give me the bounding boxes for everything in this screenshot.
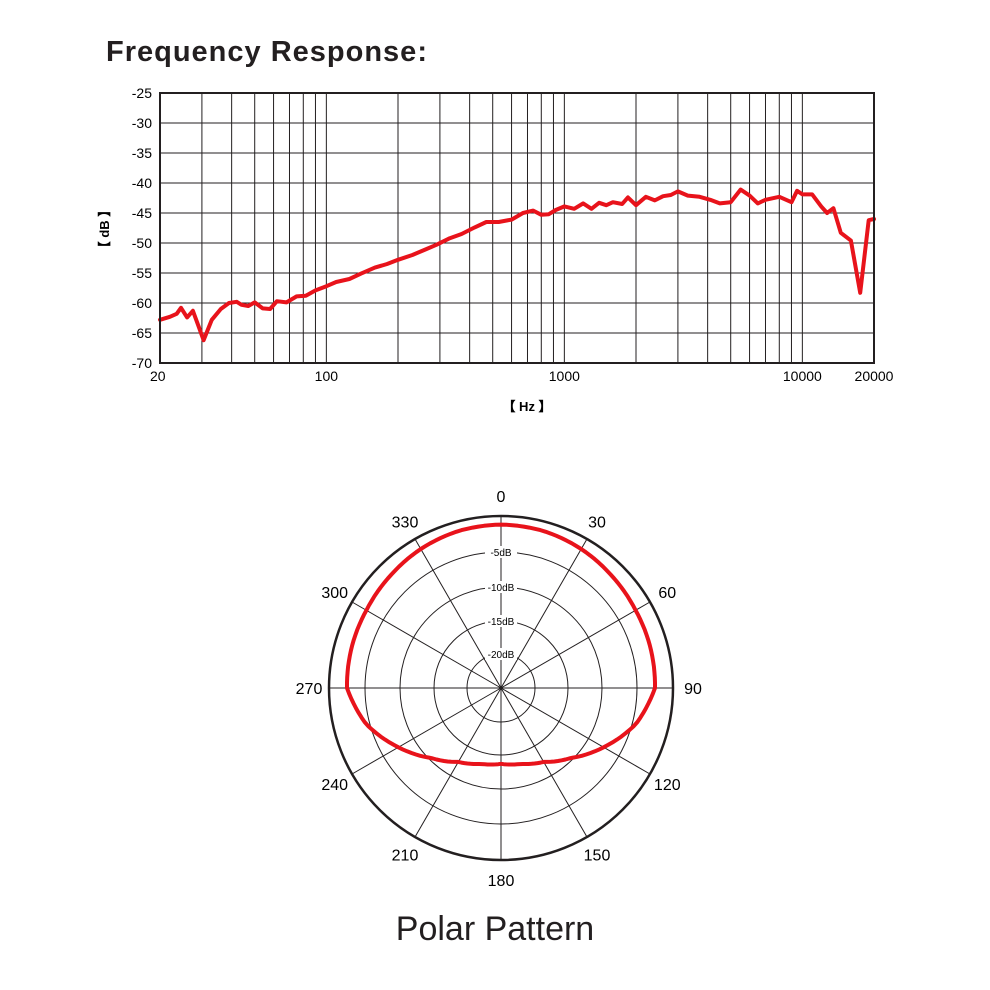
polar-spoke <box>414 538 502 689</box>
y-tick-label: -65 <box>132 325 152 341</box>
y-tick-label: -55 <box>132 265 152 281</box>
y-tick-label: -25 <box>132 85 152 101</box>
angle-label: 300 <box>321 585 348 602</box>
frequency-response-line <box>158 187 876 343</box>
ring-label-background <box>485 546 517 558</box>
y-tick-label: -45 <box>132 205 152 221</box>
x-tick-label: 1000 <box>549 368 580 384</box>
y-axis-label: 【 dB 】 <box>97 204 112 255</box>
angle-label: 180 <box>488 873 515 890</box>
angle-label: 60 <box>658 585 676 602</box>
polar-spoke <box>500 687 651 775</box>
ring-label: -20dB <box>488 650 515 661</box>
polar-pattern-title: Polar Pattern <box>395 910 595 948</box>
y-tick-label: -50 <box>132 235 152 251</box>
angle-label: 120 <box>654 777 681 794</box>
polar-pattern-chart: -5dB -10dB -15dB -20dB 0 30 60 90 120 150 180 210 2… <box>296 489 702 890</box>
angle-label: 90 <box>684 681 702 698</box>
polar-ring-labels: -5dB -10dB -15dB -20dB <box>485 546 517 661</box>
y-tick-label: -30 <box>132 115 152 131</box>
polar-spoke <box>351 687 502 775</box>
polar-spoke <box>500 538 588 689</box>
x-tick-label: 100 <box>315 368 339 384</box>
x-tick-label: 20 <box>150 368 166 384</box>
ring-label: -10dB <box>488 583 515 594</box>
angle-label: 210 <box>392 847 419 864</box>
y-tick-label: -35 <box>132 145 152 161</box>
y-tick-labels: -25 -30 -35 -40 -45 -50 -55 -60 -65 -70 <box>132 85 152 371</box>
ring-label-background <box>485 648 517 660</box>
x-tick-labels: 20 100 1000 10000 20000 <box>150 368 894 384</box>
polar-spoke <box>500 601 651 689</box>
y-tick-label: -60 <box>132 295 152 311</box>
frequency-response-title: Frequency Response: <box>106 36 428 68</box>
y-tick-label: -40 <box>132 175 152 191</box>
polar-pattern-line <box>345 522 657 767</box>
frequency-response-chart: -25 -30 -35 -40 -45 -50 -55 -60 -65 -70 20 100 1000… <box>97 85 894 414</box>
polar-grid <box>327 514 675 862</box>
x-tick-label: 10000 <box>783 368 822 384</box>
polar-angle-labels: 0 30 60 90 120 150 180 210 240 270 300 330 <box>296 489 702 890</box>
ring-label: -15dB <box>488 617 515 628</box>
frequency-response-grid <box>160 92 874 364</box>
angle-label: 270 <box>296 681 323 698</box>
frequency-response-frame <box>159 92 875 364</box>
angle-label: 0 <box>497 489 506 506</box>
ring-label: -5dB <box>490 548 511 559</box>
y-tick-label: -70 <box>132 355 152 371</box>
x-tick-label: 20000 <box>855 368 894 384</box>
angle-label: 330 <box>392 515 419 532</box>
ring-label-background <box>485 581 517 593</box>
ring-label-background <box>485 615 517 627</box>
angle-label: 150 <box>584 847 611 864</box>
polar-spoke <box>351 601 502 689</box>
x-axis-label: 【 Hz 】 <box>502 399 551 414</box>
angle-label: 30 <box>588 515 606 532</box>
angle-label: 240 <box>321 777 348 794</box>
